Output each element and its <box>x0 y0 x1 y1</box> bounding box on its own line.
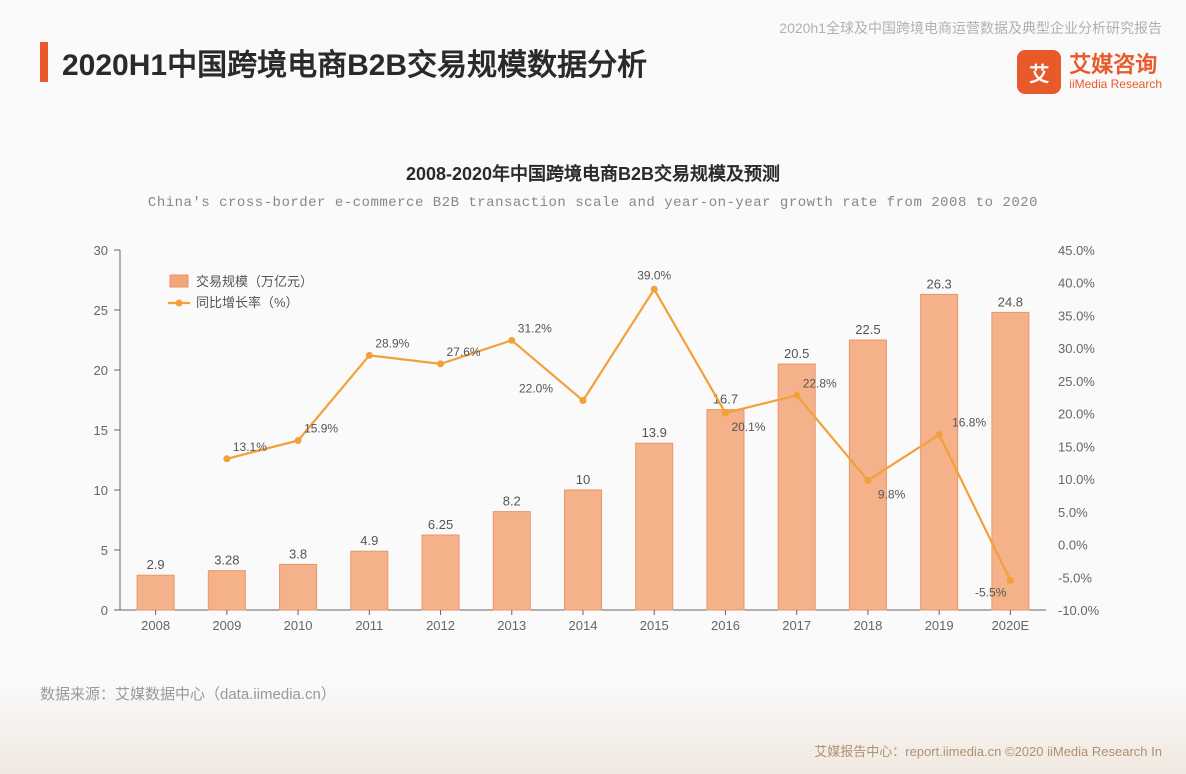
line-marker <box>864 477 871 484</box>
svg-text:2012: 2012 <box>426 618 455 633</box>
svg-text:-10.0%: -10.0% <box>1058 603 1100 618</box>
bar <box>992 312 1029 610</box>
svg-text:28.9%: 28.9% <box>375 336 409 350</box>
svg-text:31.2%: 31.2% <box>518 321 552 335</box>
svg-text:30.0%: 30.0% <box>1058 341 1095 356</box>
bar <box>208 571 245 610</box>
svg-text:20.0%: 20.0% <box>1058 407 1095 422</box>
svg-text:25.0%: 25.0% <box>1058 374 1095 389</box>
chart-title-cn: 2008-2020年中国跨境电商B2B交易规模及预测 <box>0 160 1186 186</box>
bar <box>422 535 459 610</box>
svg-text:39.0%: 39.0% <box>637 268 671 282</box>
svg-text:2020E: 2020E <box>992 618 1030 633</box>
line-marker <box>366 352 373 359</box>
footer-copyright: 艾媒报告中心：report.iimedia.cn ©2020 iiMedia R… <box>814 741 1162 760</box>
brand-name-en: iiMedia Research <box>1069 78 1162 91</box>
data-source-label: 数据来源：艾媒数据中心（data.iimedia.cn） <box>40 683 336 704</box>
svg-text:27.6%: 27.6% <box>447 345 481 359</box>
svg-text:5.0%: 5.0% <box>1058 505 1088 520</box>
svg-text:0: 0 <box>101 603 108 618</box>
svg-text:2.9: 2.9 <box>147 557 165 572</box>
svg-text:2011: 2011 <box>355 618 383 633</box>
svg-text:45.0%: 45.0% <box>1058 243 1095 258</box>
svg-text:0.0%: 0.0% <box>1058 538 1088 553</box>
line-marker <box>437 360 444 367</box>
page-title-block: 2020H1中国跨境电商B2B交易规模数据分析 <box>40 40 647 84</box>
bar <box>351 551 388 610</box>
svg-text:22.8%: 22.8% <box>803 376 837 390</box>
svg-text:2015: 2015 <box>640 618 669 633</box>
svg-text:2017: 2017 <box>782 618 811 633</box>
svg-text:30: 30 <box>94 243 108 258</box>
svg-text:6.25: 6.25 <box>428 517 453 532</box>
title-accent-bar <box>40 42 48 82</box>
svg-text:16.8%: 16.8% <box>952 416 986 430</box>
svg-text:13.1%: 13.1% <box>233 440 267 454</box>
brand-logo-icon: 艾 <box>1017 50 1061 94</box>
growth-line <box>227 289 1011 580</box>
line-marker <box>580 397 587 404</box>
bar <box>778 364 815 610</box>
svg-text:同比增长率（%）: 同比增长率（%） <box>196 295 299 310</box>
brand-name-cn: 艾媒咨询 <box>1069 53 1162 77</box>
svg-text:20: 20 <box>94 363 108 378</box>
svg-text:2018: 2018 <box>853 618 882 633</box>
line-marker <box>223 455 230 462</box>
report-series-label: 2020h1全球及中国跨境电商运营数据及典型企业分析研究报告 <box>779 18 1162 38</box>
svg-text:9.8%: 9.8% <box>878 487 906 501</box>
svg-text:35.0%: 35.0% <box>1058 308 1095 323</box>
svg-text:交易规模（万亿元）: 交易规模（万亿元） <box>196 274 313 289</box>
svg-text:-5.5%: -5.5% <box>975 586 1007 600</box>
svg-text:10: 10 <box>94 483 108 498</box>
line-marker <box>508 337 515 344</box>
svg-text:13.9: 13.9 <box>642 425 667 440</box>
svg-text:5: 5 <box>101 543 108 558</box>
line-marker <box>295 437 302 444</box>
svg-text:3.28: 3.28 <box>214 553 239 568</box>
bar <box>564 490 601 610</box>
svg-text:2013: 2013 <box>497 618 526 633</box>
svg-text:15: 15 <box>94 423 108 438</box>
svg-text:4.9: 4.9 <box>360 533 378 548</box>
svg-text:2014: 2014 <box>569 618 598 633</box>
svg-text:24.8: 24.8 <box>998 294 1023 309</box>
chart-svg: 0 5 10 15 20 25 30 -10.0% -5.0% 0.0% 5.0% 10.0% 15.0… <box>60 230 1126 650</box>
bar <box>921 294 958 610</box>
combo-chart: 0 5 10 15 20 25 30 -10.0% -5.0% 0.0% 5.0% 10.0% 15.0… <box>60 230 1126 650</box>
svg-text:40.0%: 40.0% <box>1058 276 1095 291</box>
svg-text:25: 25 <box>94 303 108 318</box>
svg-text:2010: 2010 <box>284 618 313 633</box>
line-marker <box>651 286 658 293</box>
svg-text:20.5: 20.5 <box>784 346 809 361</box>
svg-text:15.9%: 15.9% <box>304 421 338 435</box>
svg-text:2016: 2016 <box>711 618 740 633</box>
svg-text:26.3: 26.3 <box>926 276 951 291</box>
svg-text:20.1%: 20.1% <box>731 420 765 434</box>
svg-text:22.0%: 22.0% <box>519 382 553 396</box>
line-marker <box>1007 577 1014 584</box>
line-marker <box>722 409 729 416</box>
svg-text:-5.0%: -5.0% <box>1058 570 1092 585</box>
bar <box>707 410 744 610</box>
bar <box>493 512 530 610</box>
svg-text:22.5: 22.5 <box>855 322 880 337</box>
svg-text:2008: 2008 <box>141 618 170 633</box>
bar <box>280 564 317 610</box>
bar <box>636 443 673 610</box>
svg-text:15.0%: 15.0% <box>1058 439 1095 454</box>
svg-text:3.8: 3.8 <box>289 546 307 561</box>
line-marker <box>936 431 943 438</box>
svg-text:2009: 2009 <box>212 618 241 633</box>
svg-text:8.2: 8.2 <box>503 494 521 509</box>
bar <box>137 575 174 610</box>
line-marker <box>793 392 800 399</box>
page-title: 2020H1中国跨境电商B2B交易规模数据分析 <box>62 40 647 84</box>
chart-title-en: China's cross-border e-commerce B2B tran… <box>0 195 1186 211</box>
brand-block: 艾 艾媒咨询 iiMedia Research <box>1017 50 1162 94</box>
bar <box>849 340 886 610</box>
svg-text:10: 10 <box>576 472 590 487</box>
svg-text:2019: 2019 <box>925 618 954 633</box>
svg-text:10.0%: 10.0% <box>1058 472 1095 487</box>
